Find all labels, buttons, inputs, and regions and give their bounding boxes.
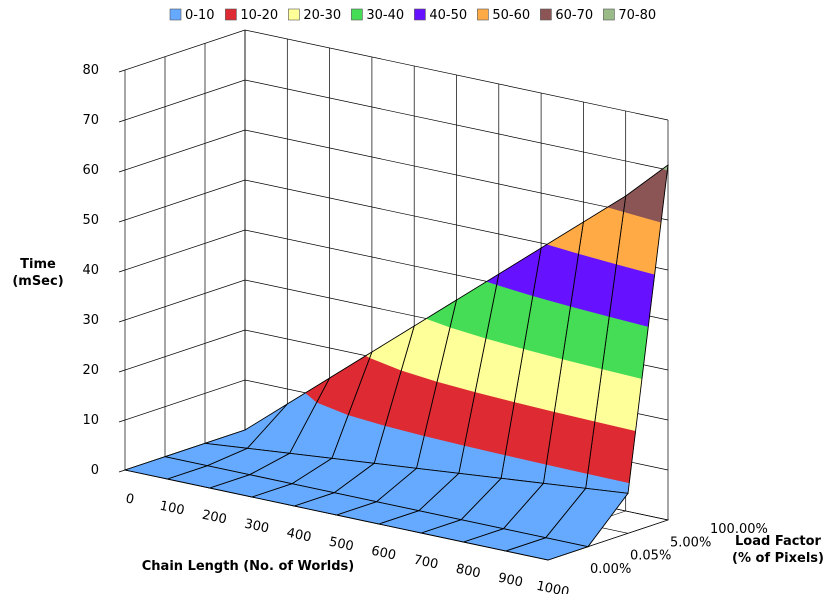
legend-swatch-0 [169, 8, 182, 21]
z-tick-label: 10 [82, 413, 99, 428]
y-tick-label: 0.00% [590, 562, 631, 577]
x-axis-title: Chain Length (No. of Worlds) [142, 559, 354, 574]
x-tick-label: 700 [412, 553, 439, 573]
x-tick-label: 1000 [535, 579, 570, 594]
y-tick-label: 100.00% [710, 522, 768, 537]
axis-labels: 0 10 20 30 40 50 60 70 80 Time (mSec) 0 100 200 300 400… [12, 63, 824, 594]
x-tick-label: 600 [370, 544, 397, 564]
z-tick-label: 30 [82, 313, 99, 328]
legend-swatch-4 [414, 8, 426, 21]
surface-cell-outline-0-0 [123, 456, 210, 480]
z-tick-mark [118, 269, 126, 273]
legend-label-0: 0-10 [185, 8, 215, 23]
z-tick-mark [118, 369, 126, 373]
x-tick-label: 400 [285, 526, 312, 546]
y-axis-title: Load Factor [735, 534, 822, 549]
legend-swatch-5 [477, 8, 489, 21]
y-axis-title: (% of Pixels) [732, 551, 824, 566]
z-axis-title: Time [20, 257, 56, 272]
legend-swatch-7 [603, 8, 615, 21]
legend-swatch-3 [351, 8, 363, 21]
legend-label-4: 40-50 [429, 8, 467, 23]
z-tick-mark [118, 69, 126, 73]
z-tick-mark [118, 469, 126, 473]
y-tick-label: 0.05% [630, 549, 671, 564]
legend-label-1: 10-20 [240, 8, 278, 23]
x-tick-label: 500 [328, 535, 355, 555]
surface-cell-8-2-band-2 [554, 358, 603, 422]
z-axis-title: (mSec) [12, 274, 63, 289]
x-tick-label: 900 [497, 571, 524, 591]
z-tick-label: 20 [82, 363, 99, 378]
z-tick-mark [118, 319, 126, 323]
legend-label-5: 50-60 [492, 8, 530, 23]
z-tick-label: 40 [82, 263, 99, 278]
surface-cell-9-2-band-1 [587, 420, 636, 484]
x-tick-label: 100 [158, 499, 185, 519]
z-tick-label: 50 [82, 213, 99, 228]
z-tick-label: 0 [91, 463, 99, 478]
surface-cell-9-2-band-2 [594, 368, 643, 432]
legend-swatch-1 [225, 8, 237, 21]
z-tick-mark [118, 219, 126, 223]
surface-cell-9-2-band-5 [616, 211, 662, 275]
surface-cell-9-2-band-4 [608, 263, 655, 327]
z-tick-label: 60 [82, 163, 99, 178]
legend-label-7: 70-80 [618, 8, 656, 23]
legend-label-2: 20-30 [303, 8, 341, 23]
surface [123, 164, 669, 561]
y-tick-label: 5.00% [670, 535, 711, 550]
surface-cell-9-2-band-3 [601, 316, 649, 380]
z-tick-mark [118, 419, 126, 423]
legend: 0-10 10-20 20-30 30-40 40-50 50-60 60-70 70-80 [169, 8, 656, 23]
x-tick-label: 300 [243, 517, 270, 537]
legend-swatch-2 [288, 8, 300, 21]
legend-swatch-6 [540, 8, 552, 21]
surface-cell-8-2-band-1 [546, 411, 596, 475]
z-tick-label: 70 [82, 113, 99, 128]
z-tick-mark [118, 169, 126, 173]
z-tick-label: 80 [82, 63, 99, 78]
x-tick-label: 800 [454, 562, 481, 582]
legend-label-6: 60-70 [555, 8, 593, 23]
x-tick-label: 0 [124, 491, 135, 507]
legend-label-3: 30-40 [366, 8, 404, 23]
z-tick-mark [118, 119, 126, 123]
x-tick-label: 200 [201, 508, 228, 528]
